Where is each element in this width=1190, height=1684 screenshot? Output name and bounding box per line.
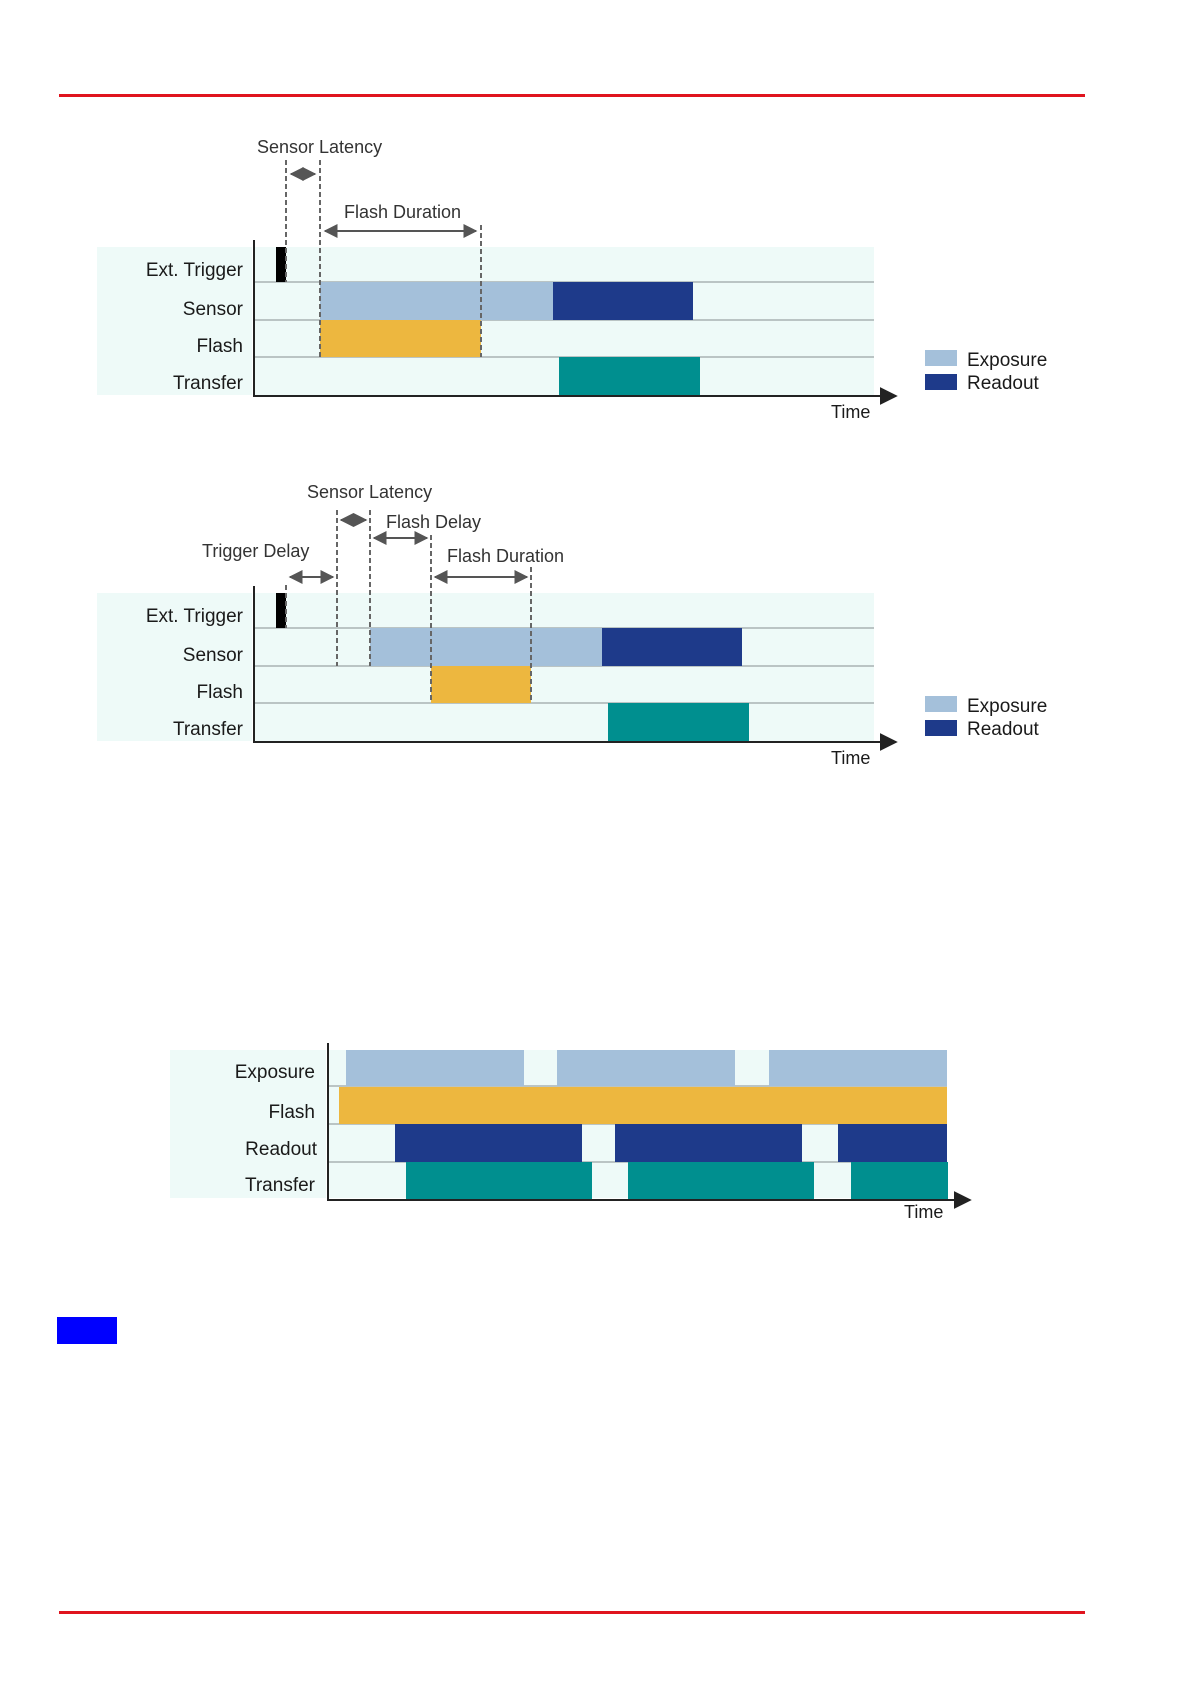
diagram-1-canvas: Sensor Latency Flash Duration Ext. Trigg… [97,137,1047,422]
timing-diagram-delayed-flash: Sensor Latency Flash Delay Trigger Delay… [0,455,1190,785]
row-label-flash: Flash [197,682,243,703]
trigger-delay-label: Trigger Delay [202,541,309,561]
transfer-bar [608,703,749,741]
top-red-rule [59,94,1085,97]
legend-swatch-exposure [925,696,957,712]
legend-label-exposure: Exposure [967,350,1047,371]
exposure-bar [769,1050,947,1086]
flash-bar [320,320,481,357]
flash-duration-label: Flash Duration [344,202,461,222]
sensor-exposure-bar [370,628,602,666]
sensor-readout-bar [602,628,742,666]
time-axis-label: Time [831,402,870,422]
row-label-ext-trigger: Ext. Trigger [146,260,244,281]
row-label-flash: Flash [269,1102,315,1123]
flash-bar [339,1087,947,1124]
row-label-transfer: Transfer [173,719,244,740]
row-label-band [97,247,252,395]
sensor-latency-label: Sensor Latency [257,137,382,157]
bottom-red-rule [59,1611,1085,1614]
readout-bar [838,1124,947,1162]
row-label-readout: Readout [245,1139,318,1160]
exposure-bar [346,1050,524,1086]
transfer-bar [628,1162,814,1199]
readout-bar [615,1124,802,1162]
legend-swatch-exposure [925,350,957,366]
row-label-ext-trigger: Ext. Trigger [146,606,244,627]
transfer-bar [851,1162,948,1199]
row-label-flash: Flash [197,336,243,357]
trigger-pulse [276,593,286,628]
legend-swatch-readout [925,374,957,390]
timing-diagram-free-run-flash: Sensor Latency Flash Duration Ext. Trigg… [0,110,1190,440]
readout-bar [395,1124,582,1162]
row-label-transfer: Transfer [245,1175,316,1196]
time-axis-label: Time [904,1202,943,1222]
legend-label-readout: Readout [967,719,1040,740]
row-label-exposure: Exposure [235,1062,315,1083]
diagram-2-canvas: Sensor Latency Flash Delay Trigger Delay… [97,482,1047,768]
transfer-bar [559,357,700,395]
sensor-latency-label: Sensor Latency [307,482,432,502]
chart-band [254,593,874,741]
sensor-exposure-bar [320,282,553,320]
legend-label-exposure: Exposure [967,696,1047,717]
legend-label-readout: Readout [967,373,1040,394]
transfer-bar [406,1162,592,1199]
trigger-pulse [276,247,286,282]
diagram-3-canvas: Exposure Flash Readout Transfer Time [170,1043,972,1222]
row-label-sensor: Sensor [183,645,244,666]
row-label-transfer: Transfer [173,373,244,394]
time-axis-label: Time [831,748,870,768]
timing-diagram-continuous-flash: Exposure Flash Readout Transfer Time [0,1000,1190,1250]
flash-bar [431,666,531,703]
sensor-readout-bar [553,282,693,320]
legend-swatch-readout [925,720,957,736]
flash-duration-label: Flash Duration [447,546,564,566]
row-label-sensor: Sensor [183,299,244,320]
row-label-band [170,1050,326,1198]
flash-delay-label: Flash Delay [386,512,481,532]
exposure-bar [557,1050,735,1086]
blue-marker-box [57,1317,117,1344]
row-label-band [97,593,252,741]
